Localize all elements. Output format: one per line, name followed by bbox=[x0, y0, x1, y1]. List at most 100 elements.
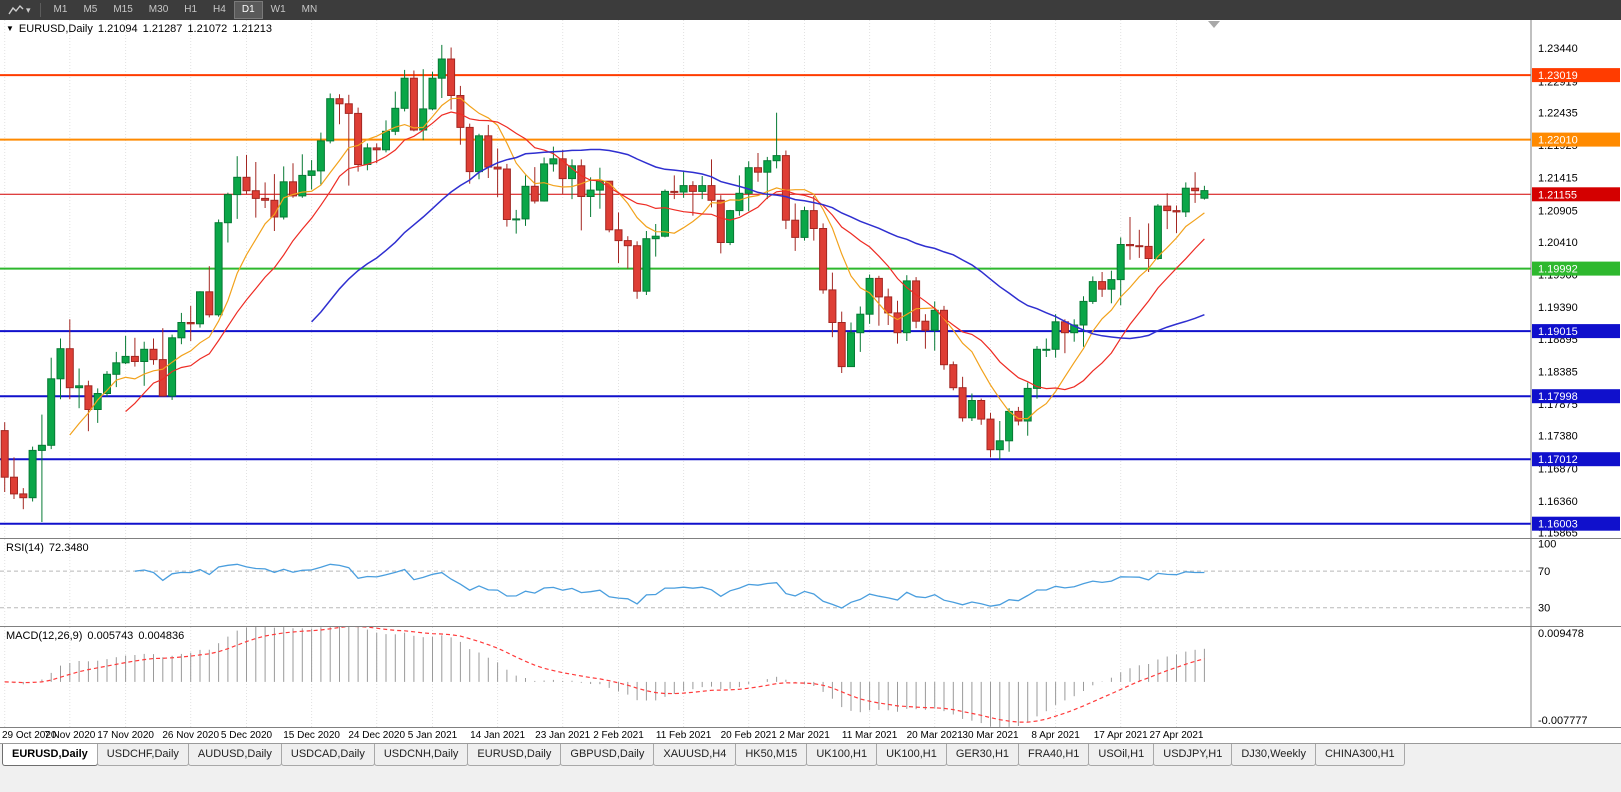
symbol-tab-usdchf-daily[interactable]: USDCHF,Daily bbox=[96, 744, 189, 766]
date-tick-label: 7 Nov 2020 bbox=[44, 730, 96, 741]
rsi-indicator-svg[interactable]: 100 70 30 bbox=[0, 539, 1621, 626]
timeframe-button-h4[interactable]: H4 bbox=[213, 4, 226, 15]
svg-text:1.15865: 1.15865 bbox=[1538, 528, 1578, 538]
macd-histogram bbox=[13, 627, 1205, 727]
chart-type-icon[interactable]: ▾ bbox=[4, 4, 35, 16]
macd-panel[interactable]: 0.009478 -0.007777 MACD(12,26,9) 0.005743 0… bbox=[0, 626, 1621, 727]
symbol-tab-usdcnh-daily[interactable]: USDCNH,Daily bbox=[373, 744, 469, 766]
date-tick-label: 2 Feb 2021 bbox=[593, 730, 644, 741]
line-chart-icon bbox=[8, 4, 24, 15]
timeframe-button-m15[interactable]: M15 bbox=[113, 4, 133, 15]
svg-text:1.19992: 1.19992 bbox=[1538, 264, 1578, 276]
svg-text:1.17998: 1.17998 bbox=[1538, 391, 1578, 403]
svg-text:1.17380: 1.17380 bbox=[1538, 431, 1578, 443]
svg-text:1.19390: 1.19390 bbox=[1538, 302, 1578, 314]
svg-text:1.16003: 1.16003 bbox=[1538, 519, 1578, 531]
svg-text:1.18385: 1.18385 bbox=[1538, 366, 1578, 378]
svg-text:1.21415: 1.21415 bbox=[1538, 173, 1578, 185]
ohlc-high: 1.21287 bbox=[142, 23, 183, 35]
symbol-tab-fra40-h1[interactable]: FRA40,H1 bbox=[1018, 744, 1090, 766]
symbol-tab-hk50-m15[interactable]: HK50,M15 bbox=[735, 744, 808, 766]
svg-text:100: 100 bbox=[1538, 539, 1556, 551]
symbol-tab-usdcad-daily[interactable]: USDCAD,Daily bbox=[280, 744, 375, 766]
symbol-tab-eurusd-daily[interactable]: EURUSD,Daily bbox=[2, 744, 98, 766]
date-tick-label: 29 Oct 2020 bbox=[2, 730, 57, 741]
svg-text:70: 70 bbox=[1538, 566, 1550, 578]
date-tick-label: 5 Dec 2020 bbox=[220, 730, 273, 741]
symbol-tab-gbpusd-daily[interactable]: GBPUSD,Daily bbox=[560, 744, 655, 766]
timeframe-button-m30[interactable]: M30 bbox=[148, 4, 169, 15]
symbol-tab-uk100-h1[interactable]: UK100,H1 bbox=[876, 744, 947, 766]
rsi-axis-ticks[interactable]: 100 70 30 bbox=[1538, 539, 1556, 615]
macd-indicator-svg[interactable]: 0.009478 -0.007777 bbox=[0, 627, 1621, 727]
vertical-gridlines bbox=[4, 20, 1177, 538]
rsi-line bbox=[134, 563, 1205, 609]
symbol-tab-audusd-daily[interactable]: AUDUSD,Daily bbox=[187, 744, 282, 766]
svg-text:1.16360: 1.16360 bbox=[1538, 496, 1578, 508]
symbol-tab-usdjpy-h1[interactable]: USDJPY,H1 bbox=[1153, 744, 1233, 766]
timeframe-button-w1[interactable]: W1 bbox=[270, 4, 286, 15]
date-tick-label: 5 Jan 2021 bbox=[407, 730, 458, 741]
price-level-axis-labels: 1.23019 1.22010 1.21155 1.19992 1.19015 1.179… bbox=[1532, 68, 1620, 531]
timeframe-button-m5[interactable]: M5 bbox=[83, 4, 98, 15]
chart-collapse-icon[interactable]: ▼ bbox=[6, 24, 14, 33]
date-tick-label: 11 Mar 2021 bbox=[841, 730, 898, 741]
date-tick-label: 2 Mar 2021 bbox=[779, 730, 830, 741]
vertical-gridlines bbox=[4, 627, 1177, 727]
date-tick-label: 20 Feb 2021 bbox=[720, 730, 777, 741]
date-tick-label: 17 Apr 2021 bbox=[1093, 730, 1148, 741]
rsi-label-overlay: RSI(14) 72.3480 bbox=[6, 542, 94, 554]
date-tick-label: 26 Nov 2020 bbox=[162, 730, 220, 741]
timeframe-button-h1[interactable]: H1 bbox=[184, 4, 198, 15]
svg-text:1.22435: 1.22435 bbox=[1538, 107, 1578, 119]
main-chart-svg[interactable]: 1.234401.229191.224351.219251.214151.209… bbox=[0, 20, 1621, 538]
macd-axis-ticks[interactable]: 0.009478 -0.007777 bbox=[1538, 628, 1588, 727]
ma-fast-orange bbox=[69, 97, 1205, 436]
symbol-tab-bar: EURUSD,Daily USDCHF,Daily AUDUSD,Daily USDC… bbox=[0, 743, 1621, 768]
rsi-value: 72.3480 bbox=[48, 542, 89, 554]
date-tick-label: 14 Jan 2021 bbox=[470, 730, 526, 741]
macd-label-overlay: MACD(12,26,9) 0.005743 0.004836 bbox=[6, 630, 189, 642]
date-tick-label: 15 Dec 2020 bbox=[283, 730, 340, 741]
symbol-tab-dj30-weekly[interactable]: DJ30,Weekly bbox=[1231, 744, 1316, 766]
rsi-name: RSI(14) bbox=[6, 542, 44, 554]
ma-slow-blue bbox=[311, 148, 1205, 340]
ohlc-open: 1.21094 bbox=[97, 23, 138, 35]
date-axis[interactable]: 29 Oct 2020 7 Nov 2020 17 Nov 2020 26 Nov 2… bbox=[0, 727, 1621, 743]
symbol-tab-xauusd-h4[interactable]: XAUUSD,H4 bbox=[653, 744, 737, 766]
date-tick-label: 27 Apr 2021 bbox=[1149, 730, 1204, 741]
symbol-tab-usoil-h1[interactable]: USOil,H1 bbox=[1088, 744, 1155, 766]
ohlc-close: 1.21213 bbox=[232, 23, 272, 35]
symbol-tab-uk100-h1[interactable]: UK100,H1 bbox=[806, 744, 878, 766]
timeframe-button-m1[interactable]: M1 bbox=[53, 4, 68, 15]
chart-shift-marker[interactable] bbox=[1208, 21, 1220, 28]
window-bottom-strip bbox=[0, 768, 1621, 792]
timeframe-button-d1[interactable]: D1 bbox=[233, 1, 263, 19]
timeframe-toolbar: ▾ M1 M5 M15 M30 H1 H4 D1 W1 MN bbox=[0, 0, 1621, 20]
candles bbox=[0, 44, 1209, 522]
timeframe-button-mn[interactable]: MN bbox=[301, 4, 318, 15]
ohlc-low: 1.21072 bbox=[187, 23, 228, 35]
date-tick-label: 23 Jan 2021 bbox=[535, 730, 591, 741]
macd-name: MACD(12,26,9) bbox=[6, 630, 83, 642]
main-chart-panel[interactable]: 1.234401.229191.224351.219251.214151.209… bbox=[0, 20, 1621, 538]
svg-text:1.21155: 1.21155 bbox=[1538, 189, 1577, 201]
toolbar-separator bbox=[39, 3, 41, 17]
rsi-panel[interactable]: 100 70 30 RSI(14) 72.3480 bbox=[0, 538, 1621, 626]
symbol-tab-ger30-h1[interactable]: GER30,H1 bbox=[945, 744, 1020, 766]
symbol-tab-china300-h1[interactable]: CHINA300,H1 bbox=[1314, 744, 1405, 766]
vertical-gridlines bbox=[4, 539, 1177, 626]
svg-text:1.17012: 1.17012 bbox=[1538, 454, 1578, 466]
date-tick-label: 17 Nov 2020 bbox=[97, 730, 154, 741]
chart-title-overlay: ▼ EURUSD,Daily 1.21094 1.21287 1.21072 1.2121… bbox=[6, 23, 277, 35]
date-tick-label: 24 Dec 2020 bbox=[348, 730, 406, 741]
svg-text:0.009478: 0.009478 bbox=[1538, 628, 1584, 640]
symbol-tab-eurusd-daily[interactable]: EURUSD,Daily bbox=[467, 744, 562, 766]
svg-text:1.22010: 1.22010 bbox=[1538, 135, 1578, 147]
date-tick-label: 8 Apr 2021 bbox=[1031, 730, 1080, 741]
svg-text:1.19015: 1.19015 bbox=[1538, 326, 1578, 338]
date-tick-label: 30 Mar 2021 bbox=[962, 730, 1019, 741]
chart-symbol-label: EURUSD,Daily bbox=[18, 23, 93, 35]
price-level-lines[interactable] bbox=[0, 74, 1531, 525]
svg-text:1.16870: 1.16870 bbox=[1538, 463, 1578, 475]
